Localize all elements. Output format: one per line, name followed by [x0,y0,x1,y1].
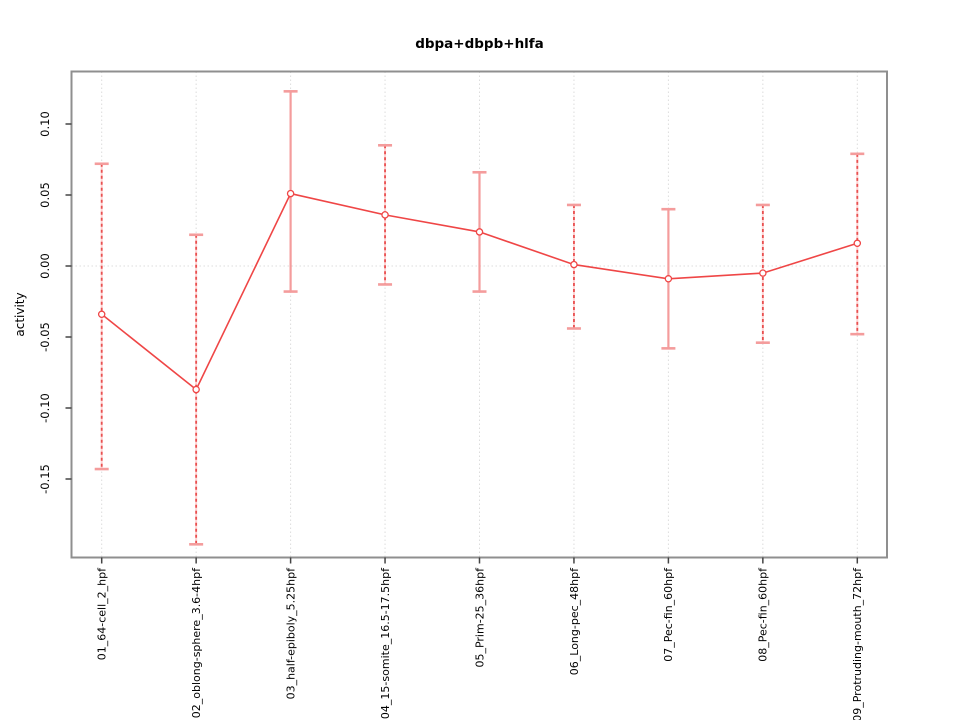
axis-layer [65,70,888,564]
label-layer: 0.10 0.05 0.00 -0.05 -0.10 -0.15 01_64-cell_2_… [38,111,864,720]
data-point-marker [381,211,389,219]
y-tick-label: 0.10 [38,111,52,137]
y-tick-label: -0.05 [38,322,52,352]
x-tick-label: 04_15-somite_16.5-17.5hpf [379,567,392,719]
data-point-marker [853,239,862,248]
data-point-marker [286,189,295,198]
data-point-marker [759,269,767,277]
x-tick-label: 06_Long-pec_48hpf [568,567,581,675]
y-tick-label: -0.15 [38,464,52,494]
y-tick-label: 0.00 [38,253,52,279]
data-point-marker [97,310,106,319]
x-tick-label: 08_Pec-fin_60hpf [757,567,770,662]
x-tick-label: 03_half-epiboly_5.25hpf [284,567,297,700]
x-tick-label: 07_Pec-fin_60hpf [662,567,675,662]
y-tick-label: -0.10 [38,393,52,423]
x-tick-label: 01_64-cell_2_hpf [96,567,109,660]
data-point-marker [475,228,484,236]
data-point-marker [664,275,673,283]
y-axis-title: activity [13,292,27,336]
grid-layer [71,71,887,558]
x-tick-label: 02_oblong-sphere_3.6-4hpf [190,567,203,718]
x-tick-label: 09_Protruding-mouth_72hpf [851,567,864,720]
chart-title: dbpa+dbpb+hlfa [415,36,544,52]
y-tick-label: 0.05 [38,182,52,208]
x-tick-label: 05_Prim-25_36hpf [473,567,486,668]
data-point-marker [570,260,578,269]
series-layer [94,90,865,546]
data-point-marker [192,385,200,394]
